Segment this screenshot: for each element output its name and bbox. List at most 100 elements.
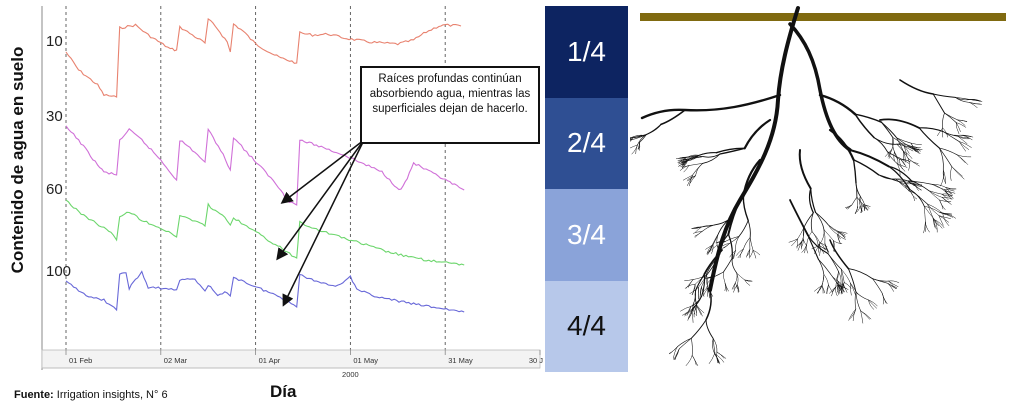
root-branch [823, 273, 829, 286]
root-branch [833, 240, 835, 252]
root-branch [635, 144, 638, 155]
root-branch [957, 136, 968, 144]
root-branch [660, 109, 686, 126]
root-branch [684, 306, 692, 317]
root-branch [630, 137, 634, 141]
root-branch [742, 195, 749, 222]
root-branch [932, 93, 945, 114]
root-branch [903, 145, 914, 152]
root-branch [969, 99, 980, 102]
root-branch [685, 355, 693, 366]
root-branch [819, 242, 828, 247]
root-branch [958, 141, 972, 148]
source-text: Irrigation insights, N° 6 [56, 389, 168, 401]
root-branch [714, 353, 725, 363]
root-branch [823, 229, 834, 241]
root-branch [837, 285, 847, 290]
root-branch [833, 240, 843, 244]
root-branch [693, 226, 702, 229]
depth-band-4: 4/4 [545, 280, 628, 372]
root-branch [868, 299, 875, 310]
root-branch [631, 134, 645, 138]
source-label: Fuente: [14, 389, 54, 401]
root-branch [818, 258, 831, 274]
root-branch [841, 269, 843, 284]
root-branch [684, 283, 696, 289]
root-branch [909, 189, 925, 207]
root-branch [796, 240, 803, 248]
root-branch [819, 229, 825, 245]
root-branch [705, 319, 714, 339]
root-branch [896, 143, 912, 149]
root-branch [703, 287, 709, 296]
root-branch [910, 147, 923, 150]
root-branch [714, 353, 719, 364]
root-branch [957, 119, 967, 122]
root-branch [743, 118, 772, 150]
root-branch [677, 338, 692, 347]
root-branch [746, 248, 751, 258]
root-branch [918, 127, 944, 133]
root-branch [959, 134, 974, 138]
root-branch [837, 234, 841, 245]
root-branch [692, 163, 703, 176]
root-branch [927, 203, 943, 214]
root-branch [896, 143, 912, 147]
root-branch [843, 282, 852, 289]
soil-water-chart: 10 30 60 100 01 Feb 02 Mar 01 Apr 01 May 31 May… [41, 6, 543, 379]
root-branch [954, 97, 971, 101]
root-branch [732, 250, 736, 260]
taproot [708, 6, 800, 292]
root-branch [689, 287, 699, 294]
root-branch [934, 219, 938, 233]
root-branch [801, 228, 805, 242]
root-branch [829, 273, 839, 286]
root-branch [849, 149, 890, 168]
root-branch [821, 273, 825, 287]
root-branch [837, 283, 845, 293]
root-branch [712, 271, 724, 278]
annotation-arrow [280, 139, 365, 204]
root-branch [911, 180, 933, 185]
root-branch [951, 166, 963, 177]
root-branch [727, 233, 733, 259]
root-branch [941, 197, 952, 205]
root-branch [942, 127, 948, 138]
root-branch [798, 149, 812, 190]
root-branch [668, 346, 678, 354]
root-branch [706, 274, 708, 289]
x-axis: 01 Feb 02 Mar 01 Apr 01 May 31 May 30 J 2000 [41, 349, 543, 379]
root-branch [955, 122, 967, 128]
series-label-100: 100 [46, 263, 71, 280]
x-tick-label: 31 May [448, 356, 473, 365]
root-branch [898, 181, 911, 192]
root-branch [716, 351, 727, 359]
root-branch [673, 348, 680, 361]
root-branch [855, 291, 869, 301]
root-branch [738, 220, 749, 237]
root-branch [910, 142, 922, 146]
depth-band-label: 1/4 [567, 35, 606, 67]
depth-band-label: 3/4 [567, 218, 606, 250]
root-branch [895, 178, 908, 182]
root-branch [816, 285, 823, 294]
root-branch [924, 206, 926, 223]
root-branch [691, 283, 696, 295]
year-label: 2000 [342, 370, 359, 379]
root-branch [724, 282, 726, 291]
root-branch [932, 184, 947, 188]
root-branch [941, 193, 953, 197]
root-branch [742, 158, 762, 198]
root-branch [850, 283, 856, 296]
root-branch [838, 271, 842, 285]
root-branch [955, 122, 961, 132]
root-branch [910, 147, 921, 152]
x-tick-label: 01 May [353, 356, 378, 365]
root-branch [731, 282, 736, 290]
root-branch [685, 155, 699, 158]
chart-grid [41, 6, 446, 370]
root-branch [696, 304, 705, 314]
root-branch [924, 206, 940, 213]
x-axis-title: Día [270, 382, 297, 401]
root-branch [944, 189, 955, 192]
